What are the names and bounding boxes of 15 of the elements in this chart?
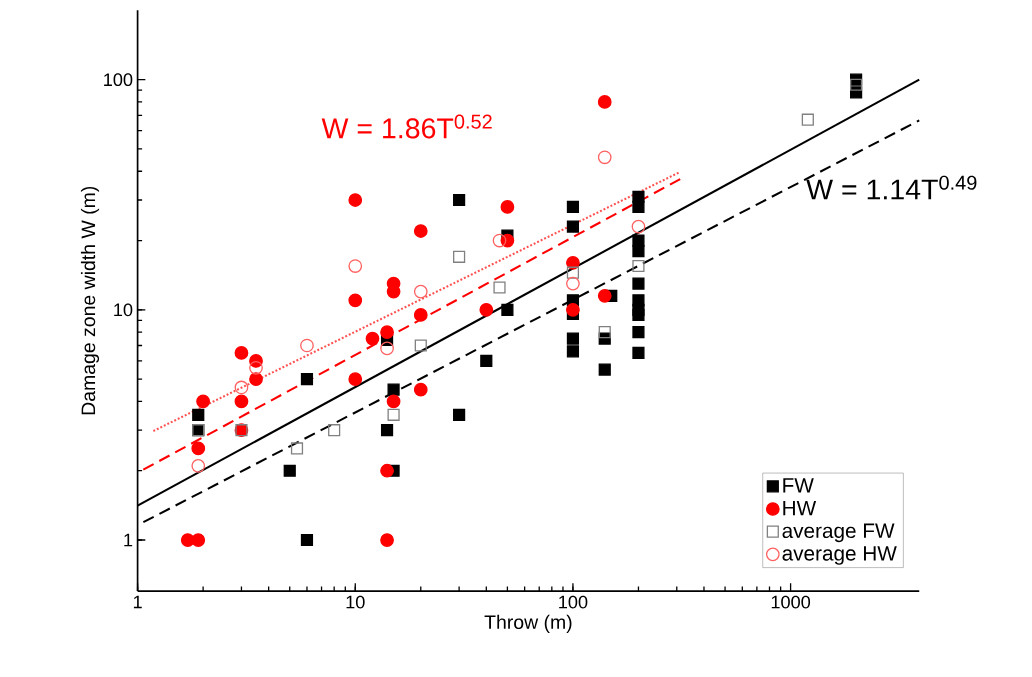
legend-label: average FW bbox=[782, 523, 895, 543]
annotation: W = 1.86T$^{0.52}$ bbox=[321, 114, 492, 139]
y-tick-label: 1 bbox=[124, 533, 133, 547]
x-tick-label: 10 bbox=[346, 595, 365, 609]
x-tick-label: 1 bbox=[133, 595, 142, 609]
annotation: W = 1.14T$^{0.49}$ bbox=[806, 175, 977, 200]
y-tick-label: 10 bbox=[114, 303, 133, 317]
x-axis-title: Throw (m) bbox=[484, 614, 572, 634]
y-tick-label: 100 bbox=[104, 73, 133, 87]
legend-label: FW bbox=[783, 478, 814, 493]
x-tick-label: 100 bbox=[559, 595, 588, 609]
legend-label: average HW bbox=[782, 546, 897, 565]
y-axis-title: Damage zone width W (m) bbox=[80, 187, 100, 415]
x-tick-label: 1000 bbox=[771, 595, 811, 609]
legend-label: HW bbox=[783, 501, 817, 516]
